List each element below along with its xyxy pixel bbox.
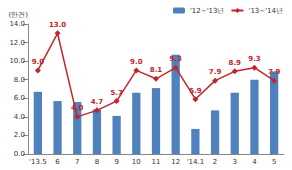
svg-text:5.9: 5.9 bbox=[189, 87, 202, 95]
svg-text:3: 3 bbox=[233, 158, 237, 166]
svg-text:5.7: 5.7 bbox=[110, 89, 123, 97]
svg-text:14.0: 14.0 bbox=[9, 20, 25, 28]
svg-text:(만건): (만건) bbox=[9, 11, 29, 19]
svg-text:12.0: 12.0 bbox=[9, 39, 25, 47]
svg-text:4: 4 bbox=[252, 158, 257, 166]
svg-text:9: 9 bbox=[114, 158, 118, 166]
svg-text:8: 8 bbox=[95, 158, 99, 166]
svg-text:9.0: 9.0 bbox=[130, 58, 143, 66]
svg-text:2.0: 2.0 bbox=[14, 131, 25, 139]
svg-text:7: 7 bbox=[75, 158, 79, 166]
svg-text:4.0: 4.0 bbox=[71, 104, 84, 112]
svg-text:6.0: 6.0 bbox=[14, 94, 25, 102]
svg-text:0.0: 0.0 bbox=[14, 150, 25, 158]
svg-text:8.9: 8.9 bbox=[229, 59, 242, 67]
svg-text:9.3: 9.3 bbox=[248, 55, 261, 63]
svg-text:2: 2 bbox=[213, 158, 217, 166]
svg-text:'12~'13년: '12~'13년 bbox=[190, 7, 225, 15]
svg-text:'14.1: '14.1 bbox=[187, 158, 205, 166]
svg-text:5: 5 bbox=[272, 158, 276, 166]
svg-text:9.0: 9.0 bbox=[32, 58, 45, 66]
svg-text:4.0: 4.0 bbox=[14, 113, 25, 121]
svg-text:7.9: 7.9 bbox=[268, 68, 281, 76]
svg-text:10.0: 10.0 bbox=[9, 57, 25, 65]
svg-text:11: 11 bbox=[152, 158, 161, 166]
svg-text:'13.5: '13.5 bbox=[29, 158, 47, 166]
svg-text:6: 6 bbox=[55, 158, 60, 166]
svg-text:13.0: 13.0 bbox=[49, 21, 66, 29]
svg-text:12: 12 bbox=[171, 158, 180, 166]
svg-text:10: 10 bbox=[132, 158, 141, 166]
svg-text:8.0: 8.0 bbox=[14, 76, 25, 84]
svg-text:7.9: 7.9 bbox=[209, 68, 222, 76]
svg-text:4.7: 4.7 bbox=[91, 98, 104, 106]
svg-text:9.3: 9.3 bbox=[169, 55, 182, 63]
svg-text:'13~'14년: '13~'14년 bbox=[248, 7, 283, 15]
svg-text:8.1: 8.1 bbox=[150, 66, 163, 74]
